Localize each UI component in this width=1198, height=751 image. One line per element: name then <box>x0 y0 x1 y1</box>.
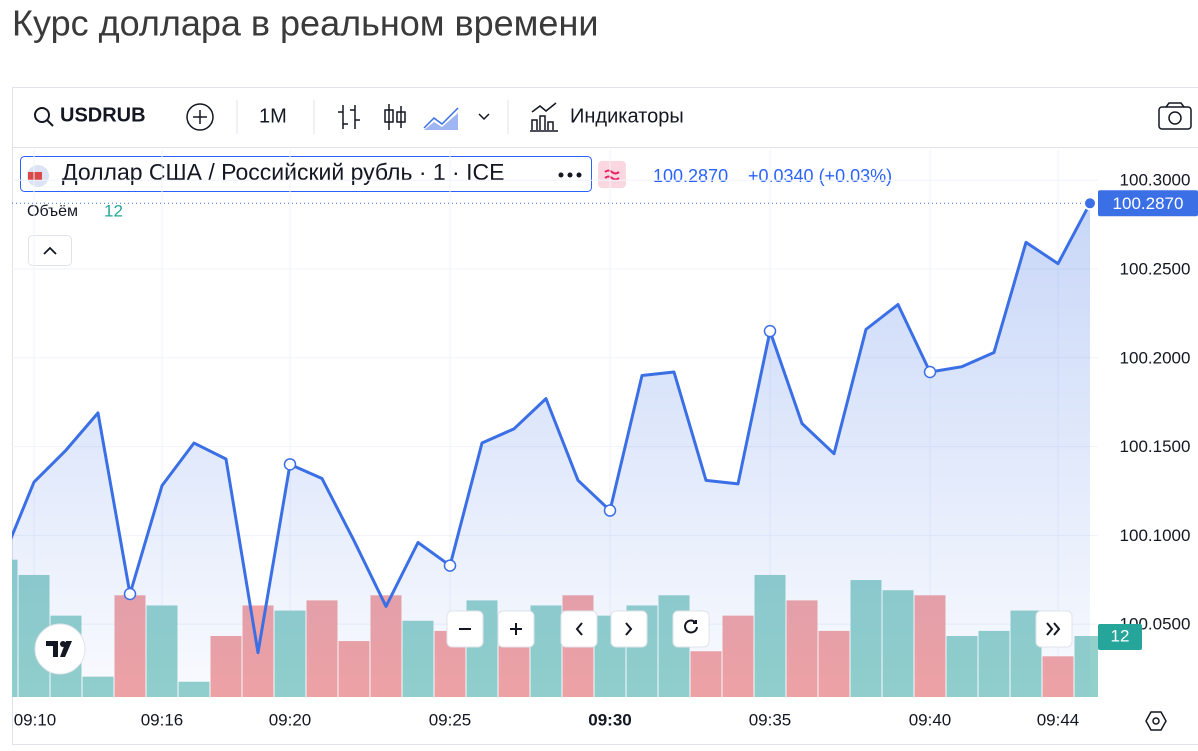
settings-button[interactable] <box>1145 711 1167 731</box>
x-tick-label: 09:35 <box>749 710 792 729</box>
tv-logo[interactable] <box>34 623 86 675</box>
zoom-controls <box>446 610 1073 648</box>
price-line <box>12 202 1092 655</box>
x-tick-label: 09:40 <box>909 710 952 729</box>
volume-tag-label: 12 <box>1111 626 1130 645</box>
x-tick-label: 09:16 <box>141 710 184 729</box>
volume-value: 12 <box>104 201 123 220</box>
more-icon[interactable] <box>558 172 582 178</box>
volume-name: Объём <box>27 203 78 220</box>
last-point <box>1083 196 1097 211</box>
y-tick-label: 100.2500 <box>1120 259 1191 278</box>
collapse-button[interactable] <box>28 235 72 266</box>
control-button[interactable] <box>446 610 484 648</box>
button-bg <box>610 610 648 648</box>
price-tag <box>1098 190 1198 217</box>
control-button[interactable] <box>497 610 535 648</box>
price-marker <box>923 365 937 379</box>
flag-icon <box>28 172 42 180</box>
symbol-search[interactable]: USDRUB <box>34 104 146 127</box>
price-marker <box>763 324 777 338</box>
y-tick-label: 100.2000 <box>1120 348 1191 367</box>
button-bg <box>1035 610 1073 648</box>
instrument-name: Доллар США / Российский рубль · 1 · ICE <box>62 159 504 185</box>
compare-button[interactable] <box>186 103 214 131</box>
price-marker <box>443 559 457 572</box>
price-marker <box>123 587 137 601</box>
interval[interactable]: 1M <box>259 105 287 127</box>
price-area <box>12 203 1090 697</box>
button-bg <box>560 610 598 648</box>
bar-style-icons[interactable] <box>338 104 490 130</box>
button-icon <box>684 619 698 634</box>
symbol[interactable]: USDRUB <box>60 104 146 126</box>
price-change: +0.0340 (+0.03%) <box>748 166 892 186</box>
x-tick-label: 09:44 <box>1037 710 1080 729</box>
page-title: Курс доллара в реальном времени <box>12 3 598 44</box>
x-tick-label: 09:30 <box>588 710 631 729</box>
price-marker <box>283 458 297 471</box>
plot-area <box>12 150 1098 697</box>
collapse-icon <box>43 246 57 255</box>
market-status-icon <box>604 169 620 181</box>
snapshot-button[interactable] <box>1158 102 1192 130</box>
control-button[interactable] <box>560 610 598 648</box>
button-icon <box>625 622 633 636</box>
price-marker <box>603 504 617 517</box>
y-tick-label: 100.1500 <box>1120 437 1191 456</box>
button-icon <box>575 622 583 636</box>
y-tick-label: 100.1000 <box>1120 526 1191 545</box>
price-tag-label: 100.2870 <box>1113 194 1184 213</box>
x-tick-label: 09:20 <box>269 710 312 729</box>
indicators[interactable]: Индикаторы <box>570 105 684 127</box>
legend-box[interactable] <box>20 156 592 192</box>
indicators-icon[interactable] <box>530 102 558 132</box>
control-button[interactable] <box>1035 610 1073 648</box>
x-tick-label: 09:10 <box>14 710 57 729</box>
control-button[interactable] <box>610 610 648 648</box>
y-tick-label: 100.3000 <box>1120 171 1191 190</box>
volume-tag <box>1098 623 1142 650</box>
chart: 100.3000 100.2500 100.2000 100.1500 100.1000… <box>12 150 1198 729</box>
control-button[interactable] <box>672 610 710 648</box>
market-status[interactable] <box>598 161 626 188</box>
button-icon <box>1046 622 1061 636</box>
widget-frame <box>12 87 1198 745</box>
x-tick-label: 09:25 <box>429 710 472 729</box>
button-icon <box>510 623 522 635</box>
last-price: 100.2870 <box>653 166 728 186</box>
button-bg <box>672 610 710 648</box>
